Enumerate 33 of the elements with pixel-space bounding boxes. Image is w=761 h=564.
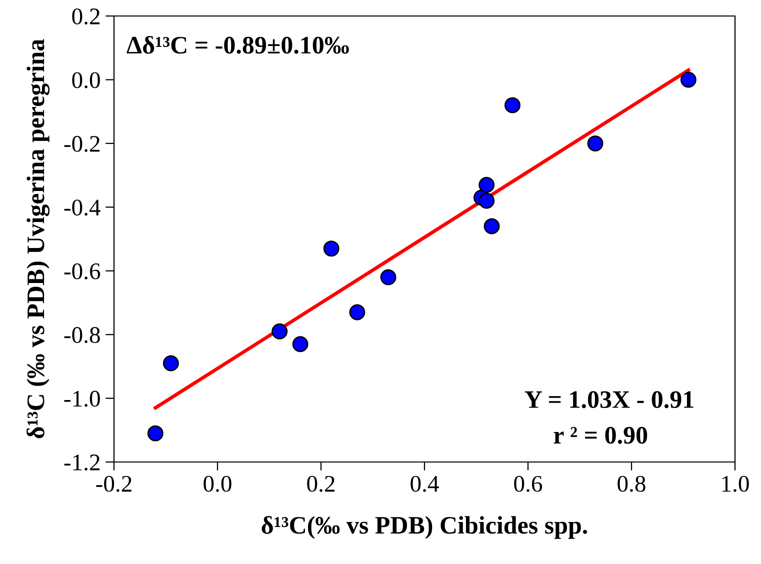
point <box>272 323 288 340</box>
y-tick-label: -0.2 <box>64 136 100 152</box>
point <box>380 269 396 286</box>
x-tick-label: 1.0 <box>722 476 749 492</box>
point <box>680 72 696 88</box>
x-tick-label: 0.6 <box>514 476 542 492</box>
point <box>478 176 495 193</box>
annotation: Y = 1.03X - 0.91 <box>524 391 694 408</box>
y-tick-label: 0.2 <box>72 8 100 25</box>
point <box>147 425 164 442</box>
x-tick-label: 0.2 <box>307 476 334 492</box>
point <box>162 355 179 372</box>
x-tick-label: 0.0 <box>204 476 232 492</box>
x-axis-title: δ¹³C(‰ vs PDB) Cibicides spp. <box>262 516 588 539</box>
y-tick-label: -1.2 <box>64 454 100 471</box>
point <box>349 304 366 320</box>
y-tick-label: -0.8 <box>64 327 100 344</box>
point <box>484 218 500 234</box>
annotation: r ² = 0.90 <box>554 426 648 444</box>
y-axis-title: δ¹³C (‰ vs PDB) Uvigerina peregrina <box>26 39 50 438</box>
x-tick-label: 0.8 <box>618 476 646 492</box>
point <box>478 192 495 209</box>
point <box>323 240 340 257</box>
y-tick-label: -0.4 <box>64 200 100 216</box>
y-tick-label: -0.6 <box>64 263 100 280</box>
x-tick-label: -0.2 <box>96 476 132 492</box>
point <box>587 135 604 152</box>
point <box>292 336 308 352</box>
annotation: Δδ¹³C = -0.89±0.10‰ <box>126 36 349 54</box>
y-tick-label: 0.0 <box>72 72 100 88</box>
x-tick-label: 0.4 <box>410 476 439 492</box>
point <box>504 97 520 114</box>
y-tick-label: -1.0 <box>64 390 100 407</box>
